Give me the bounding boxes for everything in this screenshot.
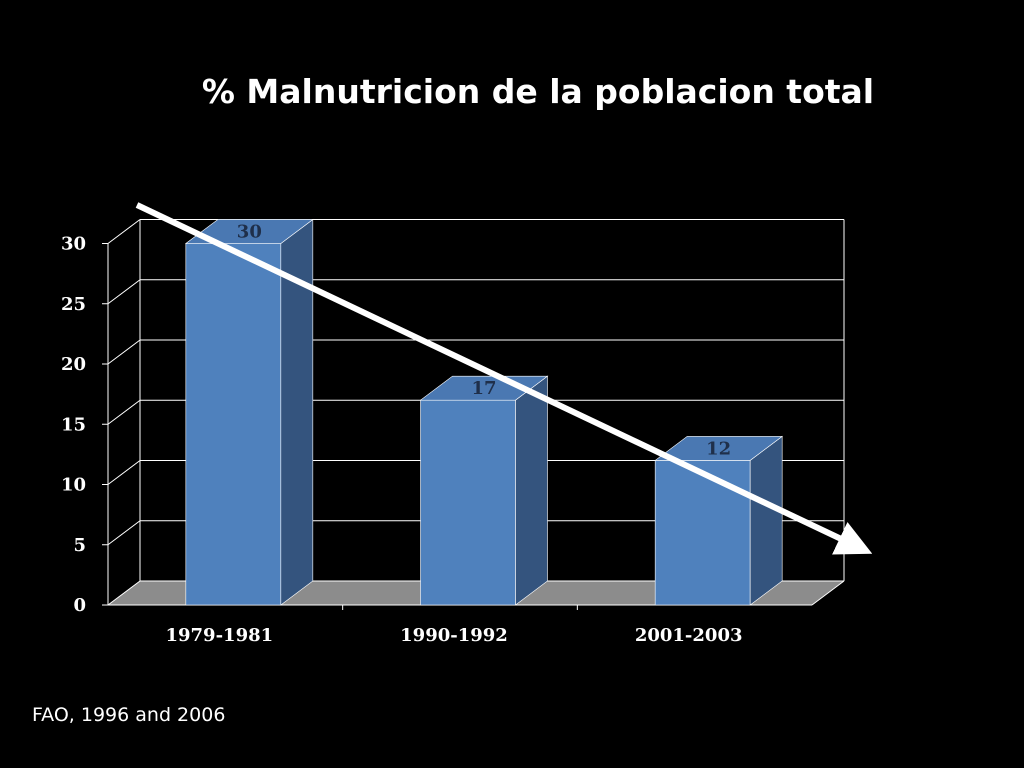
chart-title: % Malnutricion de la poblacion total — [201, 72, 875, 111]
gridline-side — [107, 219, 141, 244]
source-note: FAO, 1996 and 2006 — [32, 704, 226, 726]
data-label: 17 — [471, 378, 496, 399]
y-tick-label: 20 — [61, 354, 86, 375]
bar-side — [749, 435, 783, 606]
bar — [654, 460, 751, 606]
y-tick-label: 5 — [73, 535, 86, 556]
gridline-side — [107, 520, 141, 546]
y-tick-label: 30 — [61, 234, 86, 255]
bar — [185, 243, 282, 606]
trend-arrow — [135, 202, 873, 555]
x-axis-depth-edge — [811, 580, 845, 606]
x-category-label: 1979-1981 — [165, 625, 273, 646]
y-tick-label: 10 — [61, 475, 86, 496]
y-tick-label: 0 — [73, 595, 86, 616]
data-label: 30 — [237, 222, 262, 243]
bar — [420, 399, 516, 606]
data-label: 12 — [706, 438, 731, 459]
bar-side — [515, 375, 548, 606]
x-category-label: 1990-1992 — [400, 625, 508, 646]
gridline-side — [107, 580, 141, 606]
gridline-side — [107, 399, 141, 425]
bar-top — [654, 436, 784, 461]
x-category-label: 2001-2003 — [635, 625, 743, 646]
gridline-side — [107, 460, 141, 485]
bar-top — [184, 219, 314, 244]
gridline-side — [107, 339, 141, 365]
gridline-side — [107, 279, 141, 305]
y-tick-label: 15 — [61, 414, 86, 435]
y-tick-label: 25 — [61, 294, 86, 315]
